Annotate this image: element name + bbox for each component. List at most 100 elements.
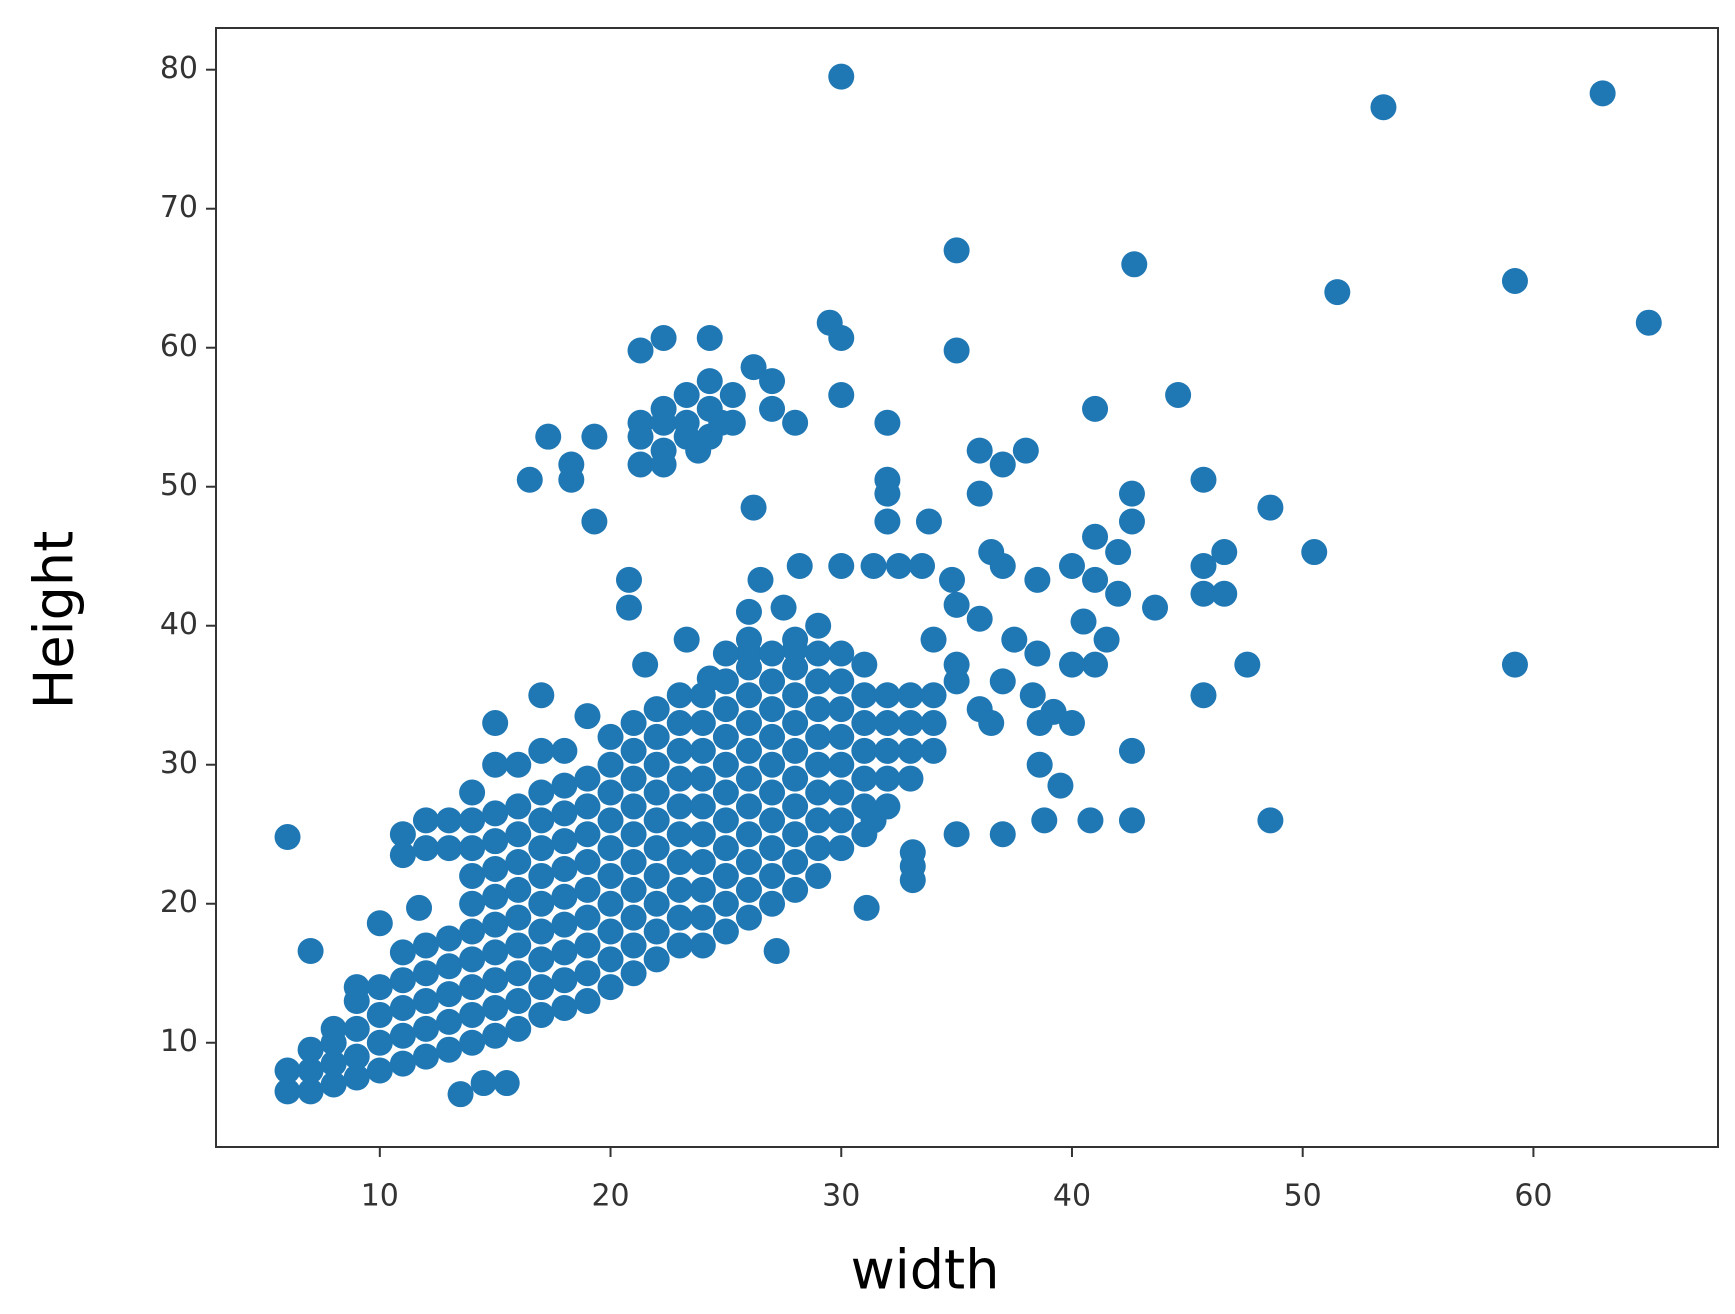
point bbox=[528, 1001, 555, 1028]
point bbox=[1211, 580, 1238, 607]
point bbox=[412, 807, 439, 834]
point bbox=[851, 682, 878, 709]
point bbox=[436, 925, 463, 952]
point bbox=[735, 710, 762, 737]
point bbox=[412, 1015, 439, 1042]
point bbox=[719, 381, 746, 408]
point bbox=[666, 765, 693, 792]
point bbox=[689, 793, 716, 820]
point bbox=[989, 552, 1016, 579]
point bbox=[1105, 539, 1132, 566]
point bbox=[535, 423, 562, 450]
point bbox=[915, 508, 942, 535]
point bbox=[689, 876, 716, 903]
point bbox=[366, 1029, 393, 1056]
point bbox=[581, 423, 608, 450]
point bbox=[805, 640, 832, 667]
point bbox=[696, 368, 723, 395]
point bbox=[828, 779, 855, 806]
point bbox=[274, 1057, 301, 1084]
point bbox=[1024, 566, 1051, 593]
point bbox=[712, 835, 739, 862]
point bbox=[897, 682, 924, 709]
point bbox=[920, 626, 947, 653]
point bbox=[632, 651, 659, 678]
point bbox=[643, 890, 670, 917]
point bbox=[320, 1050, 347, 1077]
x-tick-label: 50 bbox=[1284, 1179, 1322, 1214]
point bbox=[1118, 807, 1145, 834]
point bbox=[805, 835, 832, 862]
point bbox=[551, 939, 578, 966]
point bbox=[574, 876, 601, 903]
point bbox=[459, 974, 486, 1001]
point bbox=[1118, 508, 1145, 535]
point bbox=[482, 751, 509, 778]
point bbox=[574, 821, 601, 848]
point bbox=[505, 793, 532, 820]
point bbox=[712, 668, 739, 695]
point bbox=[1118, 480, 1145, 507]
point bbox=[673, 626, 700, 653]
point bbox=[528, 835, 555, 862]
point bbox=[735, 737, 762, 764]
point bbox=[366, 974, 393, 1001]
point bbox=[366, 910, 393, 937]
point bbox=[1165, 381, 1192, 408]
point bbox=[459, 807, 486, 834]
point bbox=[389, 1050, 416, 1077]
point bbox=[320, 1015, 347, 1042]
point bbox=[597, 918, 624, 945]
point bbox=[685, 437, 712, 464]
point bbox=[597, 779, 624, 806]
point bbox=[666, 849, 693, 876]
point bbox=[1077, 807, 1104, 834]
point bbox=[978, 710, 1005, 737]
point bbox=[1635, 309, 1662, 336]
point bbox=[574, 960, 601, 987]
plot-frame bbox=[215, 27, 1719, 1148]
point bbox=[650, 409, 677, 436]
point bbox=[1105, 580, 1132, 607]
point bbox=[528, 779, 555, 806]
point bbox=[412, 1043, 439, 1070]
point bbox=[1501, 651, 1528, 678]
point bbox=[943, 591, 970, 618]
point bbox=[574, 988, 601, 1015]
point bbox=[874, 409, 901, 436]
point bbox=[1082, 523, 1109, 550]
point bbox=[989, 668, 1016, 695]
point bbox=[874, 480, 901, 507]
point bbox=[412, 960, 439, 987]
point bbox=[759, 779, 786, 806]
point bbox=[966, 437, 993, 464]
point bbox=[597, 946, 624, 973]
point bbox=[897, 765, 924, 792]
point bbox=[759, 640, 786, 667]
point bbox=[620, 904, 647, 931]
point bbox=[966, 480, 993, 507]
point bbox=[459, 835, 486, 862]
point bbox=[551, 967, 578, 994]
point bbox=[782, 682, 809, 709]
point bbox=[770, 594, 797, 621]
point bbox=[1058, 552, 1085, 579]
point bbox=[696, 324, 723, 351]
point bbox=[389, 842, 416, 869]
point bbox=[712, 918, 739, 945]
y-tick-label: 10 bbox=[160, 1024, 198, 1059]
point bbox=[782, 876, 809, 903]
point bbox=[759, 890, 786, 917]
point bbox=[482, 828, 509, 855]
point bbox=[436, 835, 463, 862]
point bbox=[459, 918, 486, 945]
point bbox=[805, 751, 832, 778]
point bbox=[1589, 80, 1616, 107]
point bbox=[712, 723, 739, 750]
point bbox=[643, 723, 670, 750]
point bbox=[782, 737, 809, 764]
point bbox=[740, 354, 767, 381]
point bbox=[389, 939, 416, 966]
point bbox=[620, 849, 647, 876]
point bbox=[274, 824, 301, 851]
